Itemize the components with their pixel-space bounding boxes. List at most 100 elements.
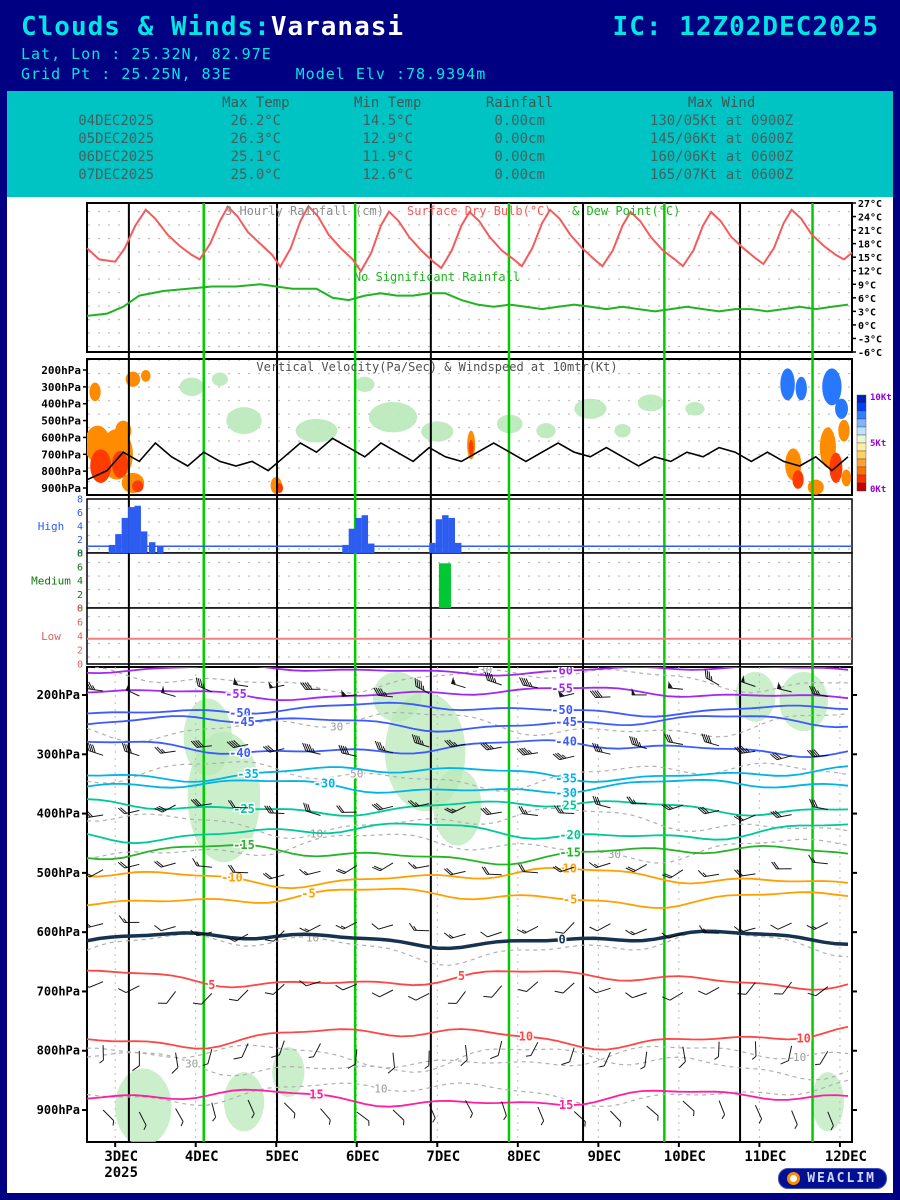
vv-blob: [468, 439, 474, 456]
lat-lon-label: Lat, Lon : 25.32N, 82.97E: [21, 45, 272, 63]
wind-barb: [87, 681, 104, 692]
summary-cell: 130/05Kt at 0900Z: [649, 113, 794, 129]
temp-tick-label: 6°C: [858, 294, 876, 305]
summary-cell: 26.3°C: [230, 131, 282, 147]
barb-flag: [268, 681, 274, 689]
wind-barb: [771, 861, 792, 870]
colorbar-segment: [856, 482, 867, 492]
cloud-tick-label: 8: [77, 549, 83, 560]
wind-barb: [125, 686, 140, 697]
temp-contour: [87, 929, 849, 951]
colorbar-segment: [856, 474, 867, 484]
page-title: Clouds & Winds:Varanasi: [21, 12, 404, 42]
wind-barb: [589, 923, 611, 932]
colorbar-segment: [856, 466, 867, 476]
wind-barb: [625, 928, 647, 936]
temp-contour: [87, 798, 849, 817]
temp-contour-label: -15: [233, 838, 255, 852]
temp-contour: [87, 844, 849, 866]
upper-pressure-label: 200hPa: [37, 688, 80, 702]
header-title-row: Clouds & Winds:Varanasi IC: 12Z02DEC2025: [21, 12, 879, 42]
wind-barb: [87, 923, 104, 928]
vv-blob: [838, 419, 850, 442]
temp-contour-label: 5: [458, 969, 465, 983]
summary-header-cell: Rainfall: [485, 95, 554, 111]
wind-barb: [192, 858, 212, 868]
wind-barb: [554, 982, 575, 994]
wind-barb: [335, 983, 357, 991]
cloud-tick-label: 8: [77, 604, 83, 615]
rh-patch: [433, 768, 482, 846]
surface_dry_bulb_c-line: [86, 204, 853, 274]
vv-blob: [115, 420, 132, 441]
no-rain-annotation: No Significant Rainfall: [354, 270, 520, 284]
temp-contour: [87, 739, 849, 759]
vv-pressure-label: 300hPa: [41, 381, 81, 394]
wind-barb: [734, 745, 756, 754]
wind-barb: [269, 684, 285, 689]
vv-blob: [496, 414, 523, 434]
summary-row: 05DEC2025 26.3°C 12.9°C 0.00cm 145/06Kt at 0…: [42, 130, 857, 148]
rh-contour-label: 10: [374, 1083, 387, 1096]
rh-patch: [223, 1072, 265, 1132]
surface-title-part: 3 Hourly Rainfall (cm): [225, 204, 384, 218]
wind-barb: [754, 1104, 763, 1124]
wind-barb: [121, 742, 140, 757]
wind-barb: [192, 993, 213, 1005]
x-tick-label: 12DEC: [825, 1149, 867, 1165]
wind-barb: [265, 930, 285, 942]
cloud-bar: [115, 534, 122, 553]
vv-pressure-label: 900hPa: [41, 482, 81, 495]
wind-barb: [773, 981, 792, 995]
cloud-bar: [348, 528, 356, 553]
wind-barb: [157, 991, 176, 1004]
vv-blob: [795, 376, 807, 401]
vertical-velocity-blobs: [87, 368, 852, 495]
wind-barb: [815, 1051, 829, 1066]
wind-barb: [407, 992, 430, 1001]
wind-barb: [154, 746, 176, 754]
summary-cell: 0.00cm: [494, 167, 545, 183]
wind-barb: [733, 926, 756, 933]
temp-contour-label: -35: [237, 767, 259, 781]
cloud-row-label-medium: Medium: [31, 575, 71, 588]
upper-pressure-label: 300hPa: [37, 747, 80, 761]
temp-contour-label: 10: [796, 1031, 810, 1045]
wind-barb: [465, 1100, 473, 1119]
temp-contour-label: -5: [301, 887, 315, 901]
wind-barb: [806, 749, 828, 758]
wind-barb: [371, 923, 394, 930]
vv-blob: [140, 370, 151, 382]
surface-title-part: & Dew Point(°C): [572, 204, 680, 218]
temp-contour: [87, 969, 849, 991]
wind-barb: [190, 798, 212, 807]
vv-pressure-label: 600hPa: [41, 431, 81, 444]
wind-barb: [589, 690, 611, 698]
temp-tick-label: -3°C: [858, 334, 882, 345]
rh-patch: [115, 1068, 172, 1142]
summary-header-row: Max Temp Min Temp Rainfall Max Wind: [42, 94, 857, 112]
windspeed-polyline: [87, 437, 849, 481]
cloud-tick-label: 2: [77, 535, 83, 546]
wind-barb: [770, 752, 792, 761]
wind-barb: [227, 800, 249, 809]
temp-contour-label: -15: [559, 846, 581, 860]
wind-barb: [233, 680, 249, 687]
wind-barb: [697, 870, 720, 878]
summary-cell: 25.1°C: [230, 149, 282, 165]
summary-cell: 14.5°C: [362, 113, 413, 129]
vertical-velocity-panel: Vertical Velocity(Pa/Sec) & Windspeed at…: [41, 360, 891, 495]
wind-barb: [679, 1046, 686, 1068]
temp-contour: [87, 1025, 849, 1051]
cloud-bar: [355, 517, 362, 553]
temp-contour-label: -55: [551, 681, 573, 695]
vv-blob: [637, 394, 664, 412]
wind-barb: [518, 805, 538, 816]
wind-barb: [161, 691, 176, 697]
colorbar-segment: [856, 402, 867, 412]
wind-barb: [734, 869, 756, 877]
temp-contour-label: -40: [229, 746, 251, 760]
